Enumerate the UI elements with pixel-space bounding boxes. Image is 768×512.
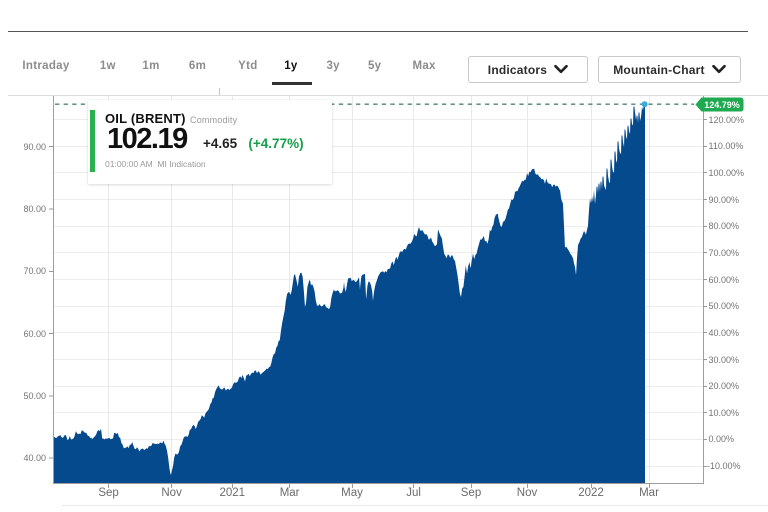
svg-text:124.79%: 124.79% (704, 100, 740, 110)
